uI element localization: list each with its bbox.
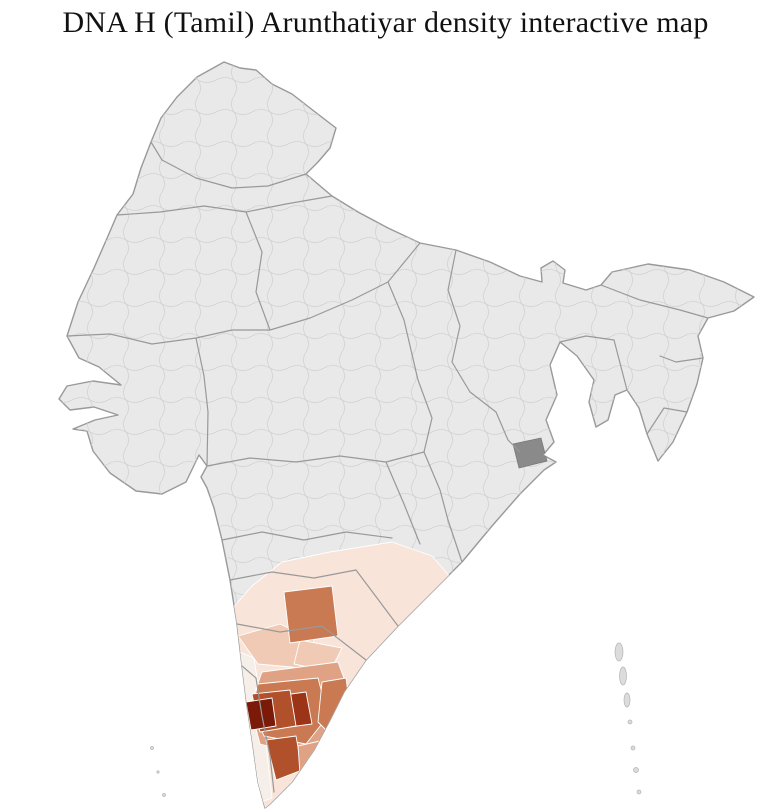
island-shape[interactable] <box>156 770 160 774</box>
island-shape[interactable] <box>627 719 633 725</box>
island-shape[interactable] <box>633 767 639 773</box>
state-boundary-line <box>116 195 333 216</box>
district-region-tn-coast-medium[interactable] <box>317 677 351 737</box>
state-boundary-line <box>387 281 433 453</box>
state-boundary-line <box>221 531 393 541</box>
state-boundary-line <box>385 461 421 545</box>
district-boundaries-texture <box>59 62 754 808</box>
state-boundaries <box>66 141 709 793</box>
state-boundary-line <box>646 407 688 435</box>
state-boundary-line <box>469 391 521 453</box>
district-region-tn-southeast[interactable] <box>297 739 325 775</box>
state-boundary-line <box>150 141 307 189</box>
state-boundary-line <box>423 451 463 563</box>
district-region-tn-highest[interactable] <box>245 697 277 731</box>
page-title: DNA H (Tamil) Arunthatiyar density inter… <box>62 6 709 39</box>
andaman-nicobar-islands[interactable] <box>614 642 642 795</box>
island-shape[interactable] <box>623 692 631 708</box>
state-boundary-line <box>447 249 471 393</box>
state-boundary-line <box>559 335 628 391</box>
island-shape[interactable] <box>619 666 627 686</box>
state-boundary-line <box>241 665 275 793</box>
state-boundary-line <box>66 329 271 345</box>
district-region-andhra-medium[interactable] <box>283 585 339 644</box>
state-boundary-line <box>659 355 704 363</box>
state-boundary-line <box>229 569 399 627</box>
district-region-no-data-gray[interactable] <box>512 437 548 469</box>
island-shape[interactable] <box>636 789 642 795</box>
island-shape[interactable] <box>630 745 636 751</box>
state-boundary-line <box>195 337 209 467</box>
state-boundary-line <box>245 211 271 331</box>
state-boundary-line <box>600 284 709 319</box>
lakshadweep-islands[interactable] <box>150 746 166 797</box>
island-shape[interactable] <box>162 793 166 797</box>
island-shape[interactable] <box>150 746 154 750</box>
island-shape[interactable] <box>614 642 624 662</box>
state-boundary-line <box>206 451 425 467</box>
state-boundary-line <box>269 242 421 331</box>
state-boundary-line <box>236 623 367 661</box>
